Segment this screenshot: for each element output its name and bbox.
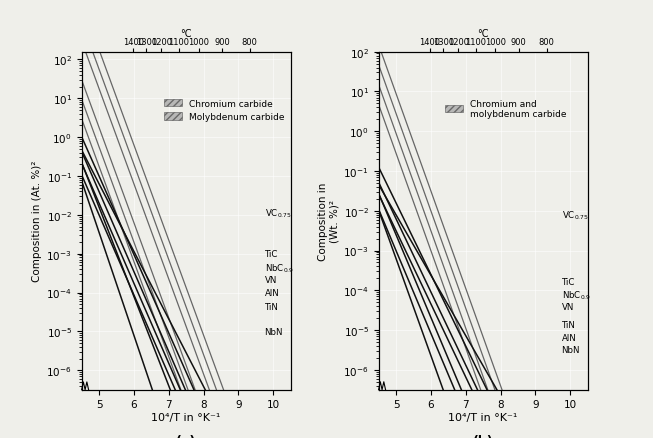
X-axis label: °C: °C <box>180 28 192 39</box>
Text: TiC: TiC <box>264 250 278 258</box>
Text: (a): (a) <box>176 434 197 438</box>
Text: TiN: TiN <box>562 320 575 329</box>
Text: TiN: TiN <box>264 302 278 311</box>
Text: VC$_{0.75}$: VC$_{0.75}$ <box>264 207 291 220</box>
Y-axis label: Composition in (At. %)²: Composition in (At. %)² <box>32 161 42 282</box>
Legend: Chromium and
molybdenum carbide: Chromium and molybdenum carbide <box>443 98 569 120</box>
Text: NbC$_{0.9}$: NbC$_{0.9}$ <box>562 288 591 301</box>
Text: NbN: NbN <box>264 327 283 336</box>
Text: VN: VN <box>562 302 574 311</box>
Text: NbN: NbN <box>562 346 580 355</box>
Text: VC$_{0.75}$: VC$_{0.75}$ <box>562 209 588 222</box>
X-axis label: 10⁴/T in °K⁻¹: 10⁴/T in °K⁻¹ <box>151 412 221 422</box>
Text: VN: VN <box>264 276 277 285</box>
Text: NbC$_{0.9}$: NbC$_{0.9}$ <box>264 261 294 274</box>
Y-axis label: Composition in
(Wt. %)²: Composition in (Wt. %)² <box>317 182 339 260</box>
Text: (b): (b) <box>473 434 494 438</box>
X-axis label: 10⁴/T in °K⁻¹: 10⁴/T in °K⁻¹ <box>449 412 518 422</box>
X-axis label: °C: °C <box>477 28 489 39</box>
Text: AlN: AlN <box>264 288 279 297</box>
Legend: Chromium carbide, Molybdenum carbide: Chromium carbide, Molybdenum carbide <box>162 98 286 124</box>
Text: TiC: TiC <box>562 277 575 286</box>
Text: AlN: AlN <box>562 333 577 342</box>
